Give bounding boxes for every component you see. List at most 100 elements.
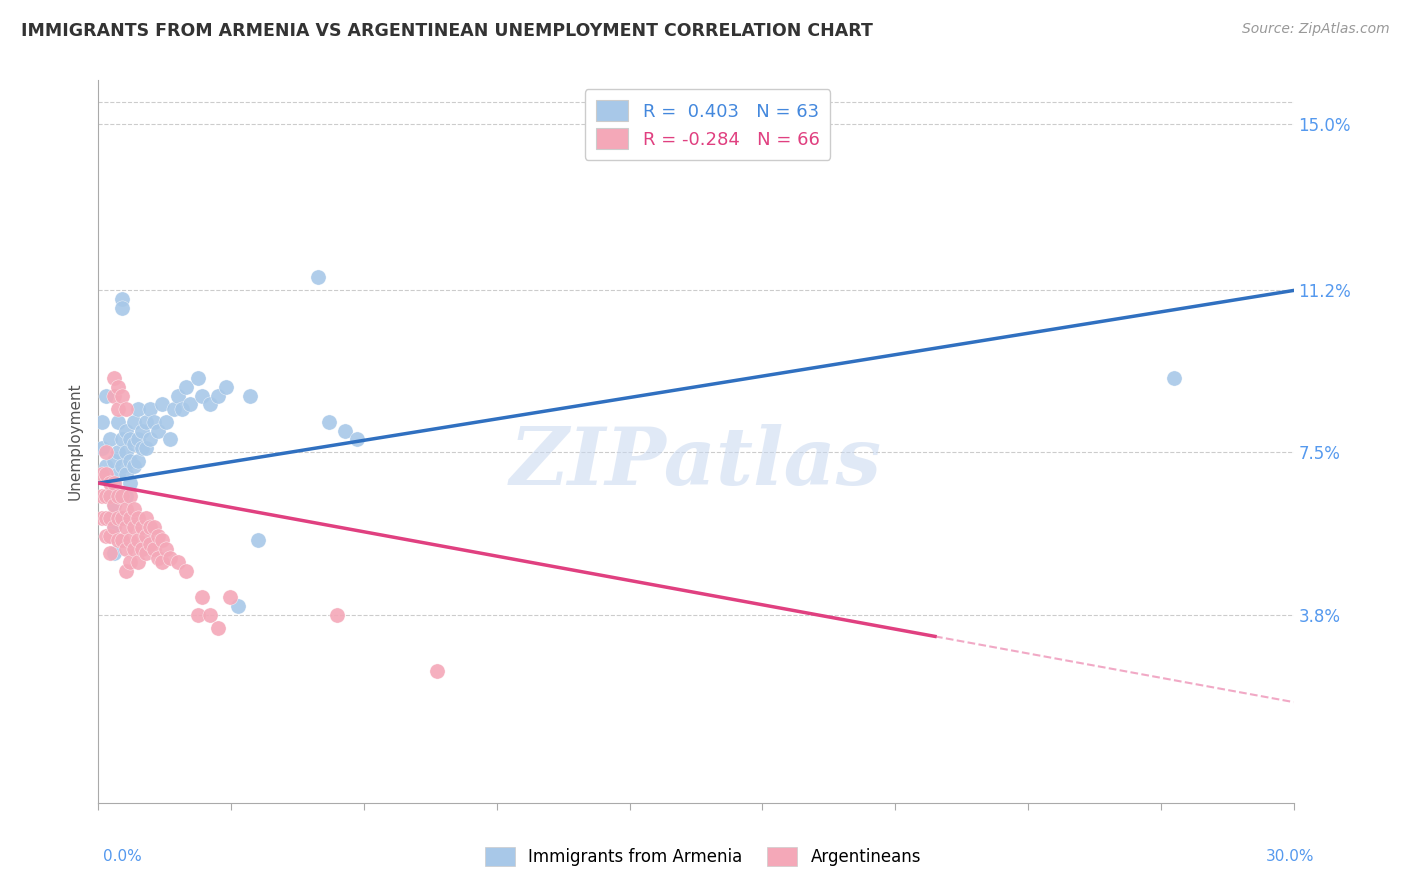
Point <box>120 433 142 447</box>
Point <box>120 454 142 468</box>
Point <box>148 550 170 565</box>
Point <box>219 590 242 604</box>
Text: Source: ZipAtlas.com: Source: ZipAtlas.com <box>1241 22 1389 37</box>
Point <box>111 292 134 306</box>
Point <box>124 436 146 450</box>
Point <box>111 433 134 447</box>
Point <box>143 541 166 556</box>
Point <box>127 401 149 416</box>
Point <box>198 397 221 411</box>
Point <box>246 533 269 547</box>
Point <box>326 607 349 622</box>
Point <box>159 550 181 565</box>
Point <box>131 424 153 438</box>
Point <box>139 401 162 416</box>
Point <box>96 511 118 525</box>
Point <box>187 607 209 622</box>
Point <box>98 511 122 525</box>
Point <box>98 476 122 491</box>
Point <box>143 520 166 534</box>
Legend: Immigrants from Armenia, Argentineans: Immigrants from Armenia, Argentineans <box>478 840 928 873</box>
Point <box>159 433 181 447</box>
Point <box>115 564 138 578</box>
Point <box>107 467 129 482</box>
Point <box>115 541 138 556</box>
Point <box>98 546 122 560</box>
Point <box>426 665 449 679</box>
Point <box>98 489 122 503</box>
Point <box>96 458 118 473</box>
Point <box>139 520 162 534</box>
Point <box>111 489 134 503</box>
Text: 30.0%: 30.0% <box>1267 849 1315 864</box>
Point <box>135 511 157 525</box>
Point <box>167 555 190 569</box>
Point <box>127 555 149 569</box>
Point <box>107 489 129 503</box>
Point <box>115 424 138 438</box>
Point <box>120 476 142 491</box>
Point <box>96 489 118 503</box>
Point <box>111 458 134 473</box>
Point <box>207 388 229 402</box>
Point <box>179 397 201 411</box>
Point <box>107 415 129 429</box>
Point <box>103 476 125 491</box>
Point <box>139 433 162 447</box>
Point <box>98 511 122 525</box>
Point <box>98 489 122 503</box>
Point <box>239 388 262 402</box>
Point <box>115 489 138 503</box>
Point <box>115 401 138 416</box>
Point <box>150 397 173 411</box>
Point <box>115 445 138 459</box>
Point <box>91 467 114 482</box>
Point <box>98 529 122 543</box>
Point <box>191 590 214 604</box>
Legend: R =  0.403   N = 63, R = -0.284   N = 66: R = 0.403 N = 63, R = -0.284 N = 66 <box>585 89 831 160</box>
Point <box>111 388 134 402</box>
Point <box>124 415 146 429</box>
Point <box>103 546 125 560</box>
Point <box>131 441 153 455</box>
Point <box>120 489 142 503</box>
Point <box>103 520 125 534</box>
Y-axis label: Unemployment: Unemployment <box>67 383 83 500</box>
Point <box>91 441 114 455</box>
Point <box>155 541 177 556</box>
Point <box>96 388 118 402</box>
Point <box>163 401 186 416</box>
Point <box>91 415 114 429</box>
Point <box>318 415 340 429</box>
Point <box>150 533 173 547</box>
Point <box>115 502 138 516</box>
Point <box>207 621 229 635</box>
Point <box>143 415 166 429</box>
Point <box>139 537 162 551</box>
Point <box>103 454 125 468</box>
Point <box>135 415 157 429</box>
Point <box>174 564 197 578</box>
Point <box>198 607 221 622</box>
Point <box>96 445 118 459</box>
Point <box>120 511 142 525</box>
Point <box>107 401 129 416</box>
Point <box>107 380 129 394</box>
Point <box>148 529 170 543</box>
Point <box>127 433 149 447</box>
Point <box>127 454 149 468</box>
Point <box>111 301 134 315</box>
Point <box>135 441 157 455</box>
Point <box>91 489 114 503</box>
Point <box>96 529 118 543</box>
Point <box>103 520 125 534</box>
Point <box>124 520 146 534</box>
Point <box>127 533 149 547</box>
Point <box>103 371 125 385</box>
Point <box>111 511 134 525</box>
Point <box>167 388 190 402</box>
Point <box>174 380 197 394</box>
Point <box>91 511 114 525</box>
Point <box>124 502 146 516</box>
Text: ZIPatlas: ZIPatlas <box>510 425 882 502</box>
